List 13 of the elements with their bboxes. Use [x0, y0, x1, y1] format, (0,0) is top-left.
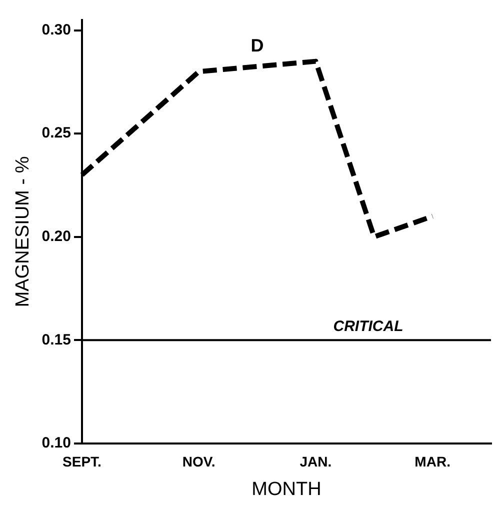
ref-line-label: CRITICAL — [333, 318, 404, 335]
y-tick-label: 0.15 — [42, 331, 71, 348]
y-tick-label: 0.20 — [42, 228, 71, 246]
series-label: D — [250, 35, 264, 56]
y-axis-title: MAGNESIUM - % — [12, 156, 34, 308]
x-tick-label: JAN. — [300, 454, 332, 470]
y-tick-label: 0.30 — [42, 21, 71, 38]
y-tick-label: 0.25 — [42, 124, 71, 142]
x-axis-title: MONTH — [252, 478, 322, 500]
x-tick-label: NOV. — [182, 454, 216, 470]
x-tick-label: SEPT. — [62, 454, 102, 470]
x-tick-label: MAR. — [414, 454, 450, 470]
y-tick-label: 0.10 — [42, 434, 71, 452]
